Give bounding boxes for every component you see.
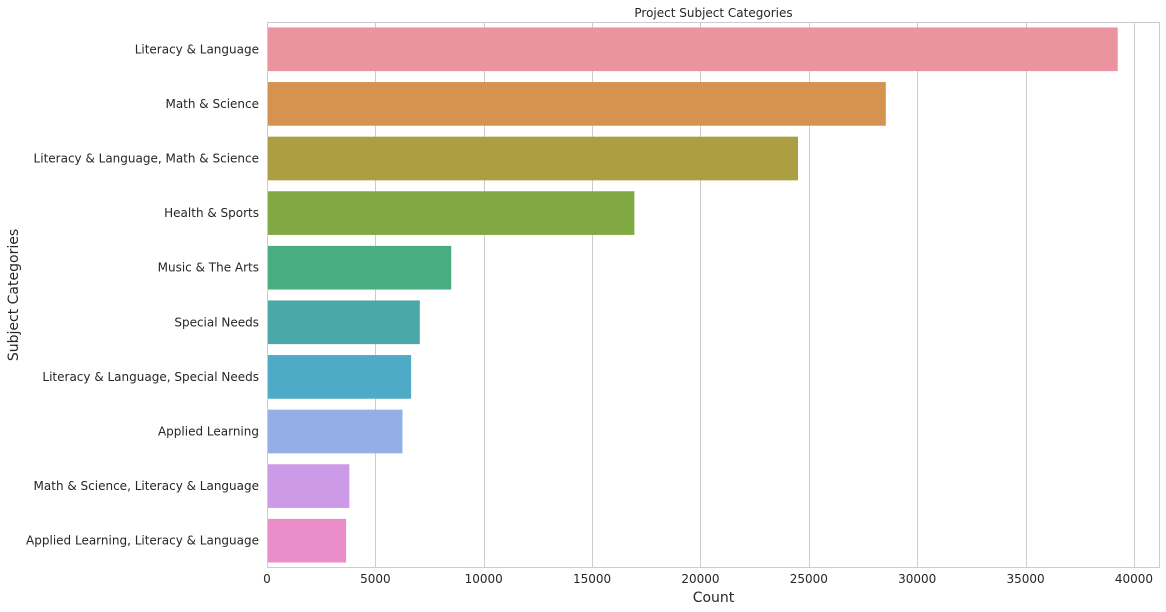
bar xyxy=(267,136,799,181)
x-tick-label: 10000 xyxy=(465,572,503,586)
category-label: Applied Learning xyxy=(158,425,259,439)
category-label: Math & Science, Literacy & Language xyxy=(34,479,259,493)
y-axis-label: Subject Categories xyxy=(6,229,22,361)
bar xyxy=(267,27,1118,72)
category-label: Special Needs xyxy=(174,315,259,329)
bar xyxy=(267,245,452,290)
x-tick-label: 0 xyxy=(263,572,271,586)
x-axis-label: Count xyxy=(693,590,735,606)
category-label: Literacy & Language, Math & Science xyxy=(34,152,259,166)
bar xyxy=(267,464,350,508)
x-tick-label: 5000 xyxy=(360,572,391,586)
x-tick-label: 30000 xyxy=(898,572,936,586)
x-tick-label: 40000 xyxy=(1115,572,1153,586)
bar xyxy=(267,518,347,563)
bar xyxy=(267,355,412,399)
x-tick-label: 35000 xyxy=(1007,572,1045,586)
bar xyxy=(267,409,403,454)
x-tick-label: 20000 xyxy=(681,572,719,586)
category-label: Literacy & Language xyxy=(135,42,259,56)
plot-frame xyxy=(267,22,1160,568)
x-tick-label: 15000 xyxy=(573,572,611,586)
y-tick-labels: Literacy & Language Math & Science Literac… xyxy=(26,42,259,547)
bar xyxy=(267,191,635,235)
category-label: Music & The Arts xyxy=(158,261,259,275)
category-label: Math & Science xyxy=(165,97,259,111)
x-tick-label: 25000 xyxy=(790,572,828,586)
bars xyxy=(267,27,1118,563)
chart-title: Project Subject Categories xyxy=(634,6,792,20)
bar xyxy=(267,300,420,345)
x-tick-labels: 0 5000 10000 15000 20000 25000 30000 35000 40000 xyxy=(263,572,1153,586)
bar xyxy=(267,82,886,126)
category-label: Literacy & Language, Special Needs xyxy=(42,370,259,384)
category-label: Applied Learning, Literacy & Language xyxy=(26,534,259,548)
category-label: Health & Sports xyxy=(164,206,259,220)
